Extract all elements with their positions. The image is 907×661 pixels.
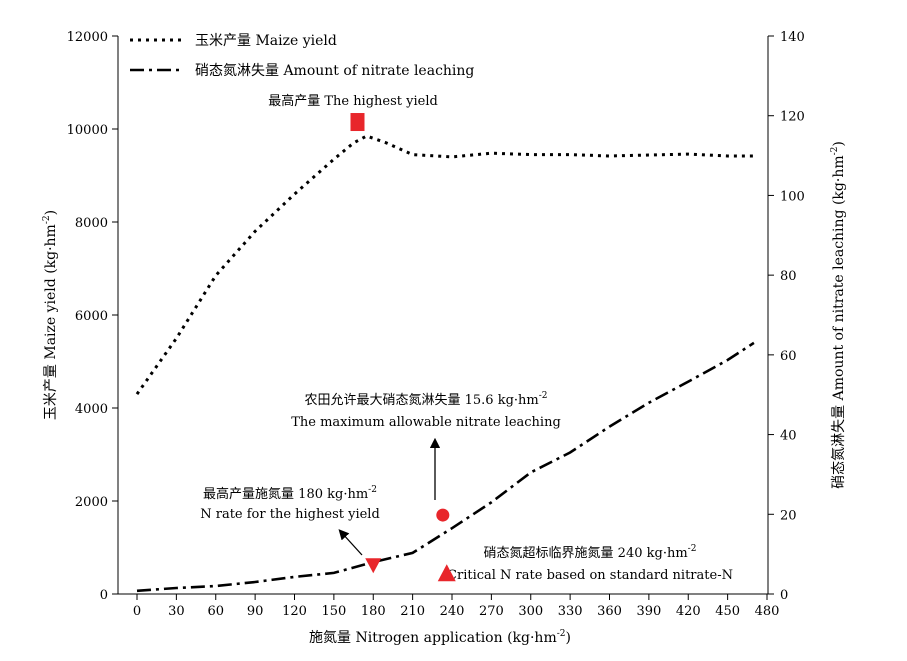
x-tick-label: 90 xyxy=(247,604,264,619)
x-tick-label: 0 xyxy=(133,604,141,619)
marker-highest-yield-square xyxy=(350,113,365,132)
y-axis-left-title: 玉米产量 Maize yield (kg·hm-2) xyxy=(42,210,59,420)
y-right-tick-label: 80 xyxy=(780,269,797,284)
y-right-tick-label: 0 xyxy=(780,588,788,603)
legend-yield-label: 玉米产量 Maize yield xyxy=(195,33,337,49)
y-right-tick-label: 100 xyxy=(780,189,805,204)
legend-nitrate-label: 硝态氮淋失量 Amount of nitrate leaching xyxy=(195,63,474,79)
y-left-tick-label: 12000 xyxy=(67,30,108,45)
x-tick-label: 450 xyxy=(715,604,740,619)
annotation-critical-cn: 硝态氮超标临界施氮量 240 kg·hm-2 xyxy=(484,544,697,561)
x-tick-label: 360 xyxy=(597,604,622,619)
annotation-nrate-en: N rate for the highest yield xyxy=(200,507,380,522)
annotation-allowable-cn: 农田允许最大硝态氮淋失量 15.6 kg·hm-2 xyxy=(304,391,547,408)
y-right-tick-label: 120 xyxy=(780,110,805,125)
x-tick-label: 120 xyxy=(282,604,307,619)
x-tick-label: 150 xyxy=(321,604,346,619)
x-tick-label: 480 xyxy=(755,604,780,619)
y-right-tick-label: 60 xyxy=(780,349,797,364)
series-maize-yield-line xyxy=(135,134,754,395)
y-left-tick-label: 0 xyxy=(100,588,108,603)
marker-critical-nrate-triangle xyxy=(437,564,456,582)
x-tick-label: 420 xyxy=(676,604,701,619)
series-nitrate-leaching-line xyxy=(136,341,755,593)
x-tick-label: 300 xyxy=(518,604,543,619)
y-left-tick-label: 8000 xyxy=(75,216,108,231)
x-tick-label: 390 xyxy=(636,604,661,619)
y-axis-left-ticks: 0 2000 4000 6000 8000 10000 12000 xyxy=(67,30,118,603)
x-axis-title: 施氮量 Nitrogen application (kg·hm-2) xyxy=(309,629,571,646)
x-tick-label: 60 xyxy=(207,604,224,619)
x-tick-label: 180 xyxy=(361,604,386,619)
x-tick-label: 270 xyxy=(479,604,504,619)
y-axis-right-ticks: 0 20 40 60 80 100 120 140 xyxy=(768,30,805,603)
y-right-tick-label: 140 xyxy=(780,30,805,45)
legend: 玉米产量 Maize yield 硝态氮淋失量 Amount of nitrat… xyxy=(130,33,474,79)
y-axis-right-title: 硝态氮淋失量 Amount of nitrate leaching (kg·hm… xyxy=(830,141,847,489)
annotation-highest-yield: 最高产量 The highest yield xyxy=(268,93,438,109)
x-tick-label: 210 xyxy=(400,604,425,619)
annotation-nrate-cn: 最高产量施氮量 180 kg·hm-2 xyxy=(203,485,377,502)
annotation-allowable-en: The maximum allowable nitrate leaching xyxy=(291,415,561,430)
y-left-tick-label: 2000 xyxy=(75,495,108,510)
x-tick-label: 240 xyxy=(440,604,465,619)
marker-allowable-leaching-circle xyxy=(436,508,450,522)
y-left-tick-label: 4000 xyxy=(75,402,108,417)
y-left-tick-label: 6000 xyxy=(75,309,108,324)
x-tick-label: 30 xyxy=(168,604,185,619)
y-right-tick-label: 40 xyxy=(780,429,797,444)
x-axis-ticks: 0 30 60 90 120 150 180 210 240 270 300 330 360 390 420… xyxy=(133,594,780,619)
marker-nrate-highest-yield-triangle xyxy=(365,558,382,574)
y-right-tick-label: 20 xyxy=(780,508,797,523)
annotation-nrate-arrow xyxy=(338,529,363,556)
x-tick-label: 330 xyxy=(558,604,583,619)
chart-markers xyxy=(350,113,456,582)
y-left-tick-label: 10000 xyxy=(67,123,108,138)
annotation-critical-en: Critical N rate based on standard nitrat… xyxy=(447,568,733,583)
